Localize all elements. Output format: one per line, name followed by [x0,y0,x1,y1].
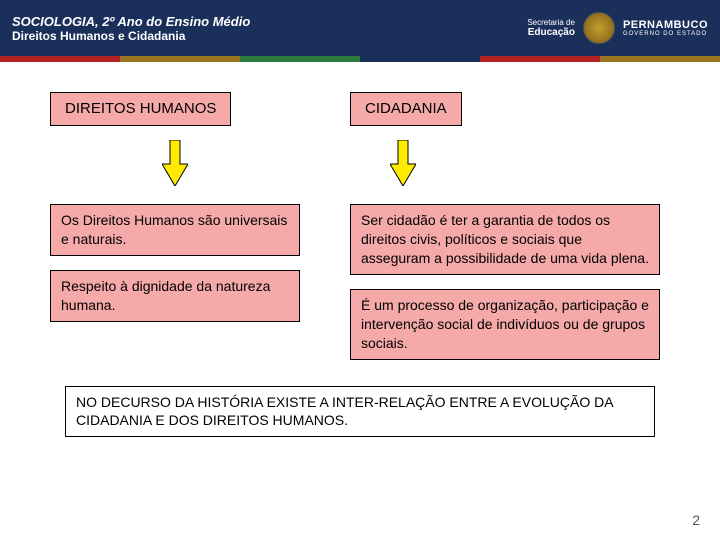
right-box-2: É um processo de organização, participaç… [350,289,660,360]
left-heading: DIREITOS HUMANOS [50,92,231,126]
state-bottom: GOVERNO DO ESTADO [623,31,708,37]
header-subtitle: Direitos Humanos e Cidadania [12,29,250,43]
slide-content: DIREITOS HUMANOS Os Direitos Humanos são… [0,62,720,447]
state-logo: PERNAMBUCO GOVERNO DO ESTADO [623,19,708,37]
state-top: PERNAMBUCO [623,19,708,31]
right-heading: CIDADANIA [350,92,462,126]
footer-statement: NO DECURSO DA HISTÓRIA EXISTE A INTER-RE… [65,386,655,438]
page-number: 2 [692,512,700,528]
header-text: SOCIOLOGIA, 2º Ano do Ensino Médio Direi… [12,14,250,43]
state-seal-icon [583,12,615,44]
header-logos: Secretaria de Educação PERNAMBUCO GOVERN… [527,12,708,44]
secretaria-logo: Secretaria de Educação [527,18,575,38]
left-box-1: Os Direitos Humanos são universais e nat… [50,204,300,256]
columns: DIREITOS HUMANOS Os Direitos Humanos são… [50,92,670,360]
left-box-2: Respeito à dignidade da natureza humana. [50,270,300,322]
down-arrow-icon [162,140,188,186]
down-arrow-icon [390,140,416,186]
left-column: DIREITOS HUMANOS Os Direitos Humanos são… [50,92,300,360]
secretaria-top: Secretaria de [527,18,575,27]
header-title: SOCIOLOGIA, 2º Ano do Ensino Médio [12,14,250,29]
arrow-container [50,126,300,204]
right-column: CIDADANIA Ser cidadão é ter a garantia d… [350,92,660,360]
right-box-1: Ser cidadão é ter a garantia de todos os… [350,204,660,275]
arrow-container [350,126,660,204]
slide-header: SOCIOLOGIA, 2º Ano do Ensino Médio Direi… [0,0,720,56]
secretaria-bottom: Educação [528,27,575,38]
